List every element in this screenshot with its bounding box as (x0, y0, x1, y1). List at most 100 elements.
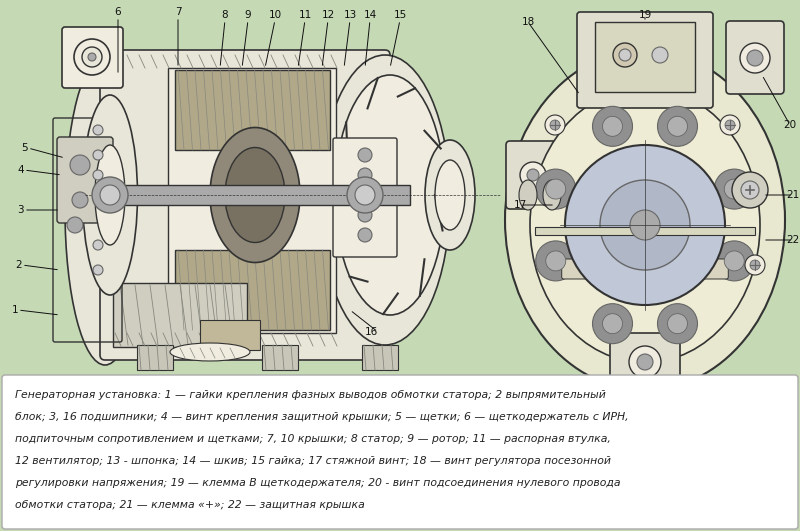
Text: подпиточным сопротивлением и щетками; 7, 10 крышки; 8 статор; 9 — ротор; 11 — ра: подпиточным сопротивлением и щетками; 7,… (15, 434, 611, 444)
Circle shape (70, 155, 90, 175)
Ellipse shape (225, 148, 285, 243)
Circle shape (600, 180, 690, 270)
Text: 11: 11 (298, 10, 312, 20)
Ellipse shape (82, 95, 138, 295)
Circle shape (714, 169, 754, 209)
Circle shape (741, 181, 759, 199)
Text: 20: 20 (783, 120, 797, 130)
Circle shape (667, 314, 687, 333)
Circle shape (720, 115, 740, 135)
Circle shape (93, 125, 103, 135)
Circle shape (72, 192, 88, 208)
Circle shape (93, 150, 103, 160)
Circle shape (714, 241, 754, 281)
Text: 16: 16 (365, 327, 378, 337)
FancyBboxPatch shape (113, 283, 247, 347)
Circle shape (100, 185, 120, 205)
Text: 10: 10 (269, 10, 282, 20)
Bar (362, 345, 398, 370)
FancyBboxPatch shape (506, 141, 559, 209)
Text: 14: 14 (363, 10, 377, 20)
Text: 18: 18 (522, 17, 534, 27)
Circle shape (667, 116, 687, 136)
Circle shape (630, 210, 660, 240)
Circle shape (545, 115, 565, 135)
Circle shape (629, 346, 661, 378)
Bar (262, 345, 298, 370)
Text: 6: 6 (114, 7, 122, 17)
Circle shape (536, 241, 576, 281)
Circle shape (67, 217, 83, 233)
Ellipse shape (425, 140, 475, 250)
Circle shape (527, 169, 539, 181)
Bar (137, 345, 173, 370)
Circle shape (358, 208, 372, 222)
Circle shape (658, 106, 698, 147)
Circle shape (520, 162, 546, 188)
Text: 13: 13 (343, 10, 357, 20)
Circle shape (593, 304, 633, 344)
Text: 19: 19 (638, 10, 652, 20)
Text: 4: 4 (18, 165, 24, 175)
Bar (175, 70, 330, 150)
Circle shape (745, 255, 765, 275)
Text: 7: 7 (174, 7, 182, 17)
Circle shape (565, 145, 725, 305)
Ellipse shape (435, 160, 465, 230)
Circle shape (358, 148, 372, 162)
Circle shape (536, 169, 576, 209)
Bar (100, 185, 410, 205)
Text: регулировки напряжения; 19 — клемма В щеткодержателя; 20 - винт подсоединения ну: регулировки напряжения; 19 — клемма В ще… (15, 478, 621, 488)
FancyBboxPatch shape (577, 12, 713, 108)
Circle shape (550, 120, 560, 130)
Circle shape (546, 179, 566, 199)
FancyBboxPatch shape (62, 27, 123, 88)
Ellipse shape (519, 180, 537, 210)
FancyBboxPatch shape (168, 68, 336, 333)
Ellipse shape (170, 343, 250, 361)
FancyBboxPatch shape (2, 375, 798, 529)
Text: 17: 17 (514, 200, 526, 210)
Circle shape (750, 260, 760, 270)
Bar (535, 227, 755, 235)
FancyBboxPatch shape (700, 259, 728, 279)
Circle shape (740, 43, 770, 73)
Text: 8: 8 (222, 10, 228, 20)
Circle shape (358, 228, 372, 242)
FancyBboxPatch shape (562, 259, 590, 279)
FancyBboxPatch shape (610, 333, 680, 388)
Circle shape (593, 106, 633, 147)
Text: 1: 1 (11, 305, 18, 315)
Circle shape (82, 47, 102, 67)
Circle shape (602, 314, 622, 333)
Bar (175, 250, 330, 330)
Circle shape (347, 177, 383, 213)
Text: 12 вентилятор; 13 - шпонка; 14 — шкив; 15 гайка; 17 стяжной винт; 18 — винт регу: 12 вентилятор; 13 - шпонка; 14 — шкив; 1… (15, 456, 611, 466)
Ellipse shape (335, 75, 445, 315)
Text: 3: 3 (18, 205, 24, 215)
FancyBboxPatch shape (333, 138, 397, 257)
FancyBboxPatch shape (595, 22, 695, 92)
Bar (200, 320, 260, 350)
Ellipse shape (530, 88, 760, 363)
Ellipse shape (505, 50, 785, 390)
Text: 5: 5 (22, 143, 28, 153)
Text: Генераторная установка: 1 — гайки крепления фазных выводов обмотки статора; 2 вы: Генераторная установка: 1 — гайки крепле… (15, 390, 606, 400)
Text: 9: 9 (245, 10, 251, 20)
Circle shape (637, 354, 653, 370)
Text: 15: 15 (394, 10, 406, 20)
Ellipse shape (95, 145, 125, 245)
FancyBboxPatch shape (57, 137, 113, 223)
Circle shape (355, 185, 375, 205)
Circle shape (724, 251, 744, 271)
Circle shape (732, 172, 768, 208)
Text: 22: 22 (786, 235, 800, 245)
Circle shape (92, 177, 128, 213)
Circle shape (725, 120, 735, 130)
Circle shape (602, 116, 622, 136)
Circle shape (747, 50, 763, 66)
Circle shape (546, 251, 566, 271)
Circle shape (74, 39, 110, 75)
Circle shape (658, 304, 698, 344)
Circle shape (358, 188, 372, 202)
